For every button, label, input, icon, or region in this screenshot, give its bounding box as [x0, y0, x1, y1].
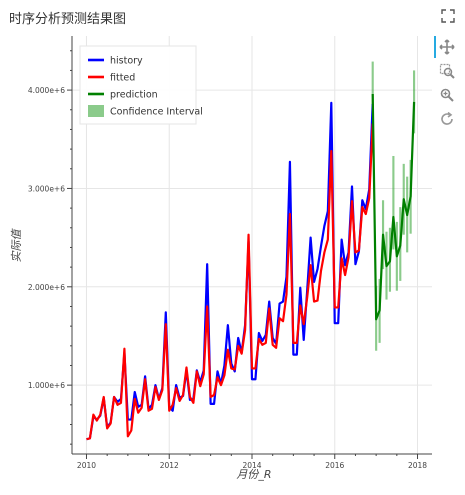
y-tick-label-2: 3.000e+6: [28, 184, 65, 193]
series-line-fitted: [86, 123, 374, 441]
y-tick-label-1: 2.000e+6: [28, 283, 65, 292]
series-line-history: [86, 101, 374, 441]
box-zoom-tool[interactable]: [436, 60, 458, 82]
x-tick-label-3: 2016: [325, 461, 344, 470]
plot-toolbar: [434, 36, 460, 132]
wheel-zoom-tool[interactable]: [436, 84, 458, 106]
axes: 1.000e+6 2.000e+6 3.000e+6 4.000e+6 2010 2012…: [28, 36, 432, 470]
x-tick-label-1: 2012: [160, 461, 179, 470]
reset-icon: [441, 111, 453, 125]
x-tick-label-2: 2014: [242, 461, 261, 470]
x-tick-label-4: 2018: [408, 461, 427, 470]
y-tick-label-0: 1.000e+6: [28, 381, 65, 390]
legend-label-3: Confidence Interval: [110, 107, 203, 118]
legend: history fitted prediction Confidence Interv…: [79, 45, 203, 125]
active-tool-indicator: [434, 36, 436, 58]
series-line-prediction: [371, 94, 416, 321]
legend-label-0: history: [110, 56, 143, 67]
page-title: 时序分析预测结果图: [9, 12, 127, 27]
ci-bar-6: [392, 155, 395, 250]
legend-swatch-confidence-interval: [88, 105, 104, 117]
y-tick-label-3: 4.000e+6: [28, 86, 65, 95]
pan-icon: [439, 39, 455, 55]
wheel-zoom-icon: [440, 88, 454, 102]
ci-bar-12: [413, 70, 416, 134]
fullscreen-icon[interactable]: [441, 9, 455, 23]
y-axis-label: 实际值: [10, 228, 23, 263]
reset-tool[interactable]: [436, 108, 458, 130]
series-lines: [86, 94, 416, 441]
box-zoom-icon: [439, 63, 455, 79]
legend-label-2: prediction: [110, 90, 158, 101]
pan-tool[interactable]: [434, 36, 458, 58]
x-axis-label: 月份_R: [236, 468, 271, 481]
x-tick-label-0: 2010: [77, 461, 96, 470]
legend-label-1: fitted: [110, 73, 135, 84]
